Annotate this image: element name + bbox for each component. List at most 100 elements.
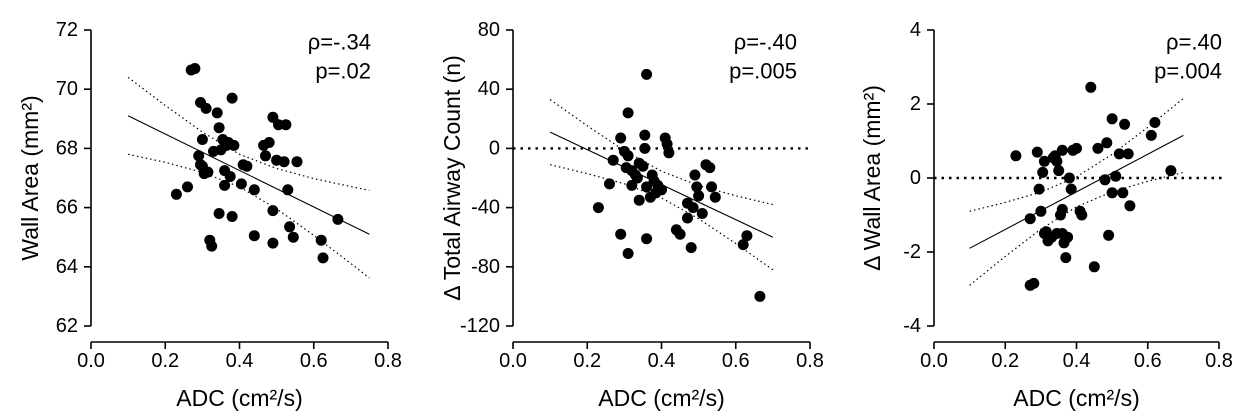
chart-panel-1: 62 64 66 68 70 72 0.0 0.2 0.4 0.6 0.8 ADC (cm²/s) Wa… (17, 19, 402, 411)
y-tick-label: 0 (910, 167, 921, 189)
data-point (1085, 81, 1097, 93)
data-point (263, 137, 275, 148)
data-point (1028, 277, 1040, 289)
x-tick-label: 0.8 (374, 350, 402, 372)
data-point (641, 68, 653, 80)
data-point (287, 231, 299, 243)
data-point (317, 252, 329, 264)
x-tick-label: 0.0 (920, 350, 948, 372)
y-tick-label: 70 (56, 78, 78, 100)
data-point (1035, 205, 1047, 217)
data-point (196, 160, 208, 172)
data-point (1092, 142, 1104, 154)
data-point (1060, 252, 1072, 264)
confidence-band-lower (969, 171, 1184, 286)
data-point (278, 156, 290, 168)
data-point (1033, 183, 1045, 195)
data-point (1076, 209, 1088, 221)
data-point (622, 107, 634, 119)
data-point (661, 138, 673, 150)
data-point (219, 179, 231, 191)
data-point (211, 107, 223, 119)
data-point (641, 233, 653, 245)
x-axis-title: ADC (cm²/s) (176, 385, 302, 411)
data-point (248, 184, 260, 196)
y-tick-label: 40 (478, 78, 500, 100)
y-tick-label: 64 (56, 256, 78, 278)
data-point (685, 242, 697, 254)
data-point (1101, 137, 1113, 149)
chart-panel-2: -120 -80 -40 0 40 80 0.0 0.2 0.4 0.6 0.8 ADC (cm²/s… (439, 19, 824, 411)
y-tick-label: -80 (471, 256, 500, 278)
x-tick-label: 0.2 (151, 350, 179, 372)
x-axis-title: ADC (cm²/s) (598, 385, 724, 411)
data-point (641, 181, 653, 193)
data-point (1063, 172, 1075, 184)
data-point (267, 205, 279, 217)
data-point (639, 129, 651, 141)
y-tick-label: 0 (489, 137, 500, 159)
x-tick-label: 0.2 (991, 350, 1019, 372)
data-point (1037, 166, 1049, 178)
data-point (1124, 200, 1136, 212)
data-point (228, 139, 240, 151)
x-tick-label: 0.8 (796, 350, 824, 372)
y-axis-title: Δ Total Airway Count (n) (439, 55, 465, 300)
rho-annotation: ρ=-.40 (734, 30, 797, 55)
rho-annotation: ρ=.40 (1166, 30, 1222, 55)
y-tick-label: 72 (56, 19, 78, 41)
confidence-band-upper (127, 76, 370, 191)
data-point (241, 160, 253, 172)
rho-annotation: ρ=-.34 (308, 30, 371, 55)
data-point (1113, 148, 1125, 160)
data-point (622, 248, 634, 259)
data-point (280, 119, 292, 131)
confidence-band-upper (969, 97, 1184, 212)
data-point (1117, 187, 1129, 199)
data-point (200, 102, 212, 114)
y-axis-title: Wall Area (mm²) (17, 95, 43, 260)
x-tick-label: 0.0 (499, 350, 527, 372)
y-tick-label: -120 (460, 315, 500, 337)
data-point (682, 197, 693, 209)
data-point (1010, 150, 1022, 162)
data-point (1119, 118, 1131, 130)
data-point (1088, 261, 1100, 273)
data-point (1031, 146, 1043, 158)
data-point (1071, 142, 1082, 154)
data-point (206, 240, 218, 252)
data-point (193, 150, 205, 162)
x-tick-label: 0.6 (300, 350, 328, 372)
x-tick-label: 0.6 (1134, 350, 1162, 372)
data-point (706, 181, 718, 193)
x-tick-label: 0.0 (77, 350, 105, 372)
y-tick-label: 80 (478, 19, 500, 41)
data-point (1165, 165, 1177, 177)
data-point (226, 211, 238, 222)
x-axis-title: ADC (cm²/s) (1013, 385, 1139, 411)
data-point (637, 160, 649, 172)
data-point (1038, 155, 1050, 167)
x-tick-label: 0.4 (1063, 350, 1091, 372)
data-point (607, 154, 619, 166)
y-tick-label: 66 (56, 197, 78, 219)
data-point (1051, 155, 1063, 167)
data-point (709, 191, 721, 203)
confidence-band-lower (549, 164, 774, 271)
data-point (1122, 148, 1134, 160)
data-point (1053, 165, 1065, 177)
data-point (1145, 129, 1157, 141)
confidence-band-upper (549, 99, 774, 206)
data-point (182, 181, 193, 193)
data-point (682, 212, 693, 224)
y-tick-label: -40 (471, 197, 500, 219)
data-point (754, 290, 766, 302)
data-point (170, 188, 182, 200)
data-point (626, 179, 638, 191)
data-point (689, 169, 701, 181)
data-point (196, 134, 208, 145)
data-point (260, 150, 271, 162)
data-point (656, 184, 667, 196)
data-point (1106, 187, 1118, 199)
